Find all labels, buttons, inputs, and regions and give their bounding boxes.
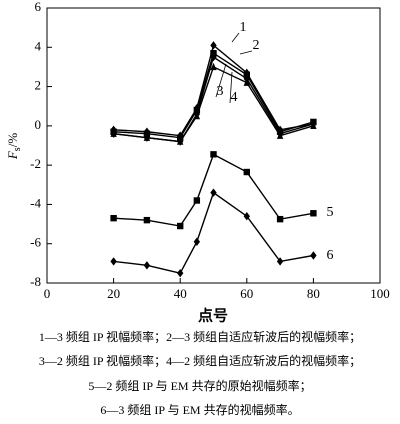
- caption-line: 3—2 频组 IP 视幅频率；4—2 频组自适应斩波后的视幅频率；: [39, 353, 361, 368]
- marker: [177, 268, 184, 278]
- marker: [110, 129, 117, 138]
- marker: [193, 197, 201, 204]
- y-label-sub: s: [12, 147, 23, 151]
- y-tick-label: 2: [35, 78, 42, 93]
- x-tick-label: 80: [307, 286, 320, 301]
- series-line: [113, 56, 314, 143]
- marker: [110, 214, 117, 222]
- marker: [193, 109, 201, 119]
- marker: [177, 222, 184, 230]
- marker: [276, 129, 284, 138]
- marker: [210, 151, 217, 158]
- marker: [276, 215, 284, 223]
- marker: [243, 212, 250, 221]
- marker: [143, 133, 151, 142]
- marker: [210, 62, 217, 71]
- y-tick-label: -6: [30, 235, 41, 250]
- series-label: 3: [217, 84, 224, 99]
- x-tick-label: 40: [174, 286, 187, 301]
- y-tick-label: 4: [35, 38, 42, 53]
- x-tick-label: 0: [44, 286, 51, 301]
- leader-line: [229, 71, 233, 104]
- y-axis-label: Fs/%: [5, 133, 23, 160]
- marker: [243, 74, 250, 83]
- x-tick-label: 100: [370, 286, 390, 301]
- series-label: 1: [240, 20, 247, 35]
- marker: [310, 119, 317, 129]
- marker: [193, 237, 201, 246]
- marker: [310, 210, 317, 217]
- plot-frame: [46, 7, 381, 284]
- marker: [210, 41, 217, 50]
- x-tick-label: 20: [107, 286, 120, 301]
- marker: [110, 257, 117, 266]
- series-line: [113, 52, 314, 139]
- series-label: 4: [231, 90, 238, 105]
- x-tick-label: 60: [240, 286, 253, 301]
- marker: [276, 257, 284, 266]
- y-tick-label: -4: [30, 195, 41, 210]
- series-label: 5: [327, 205, 334, 220]
- marker: [210, 188, 217, 197]
- y-label-main: F: [5, 150, 20, 160]
- marker: [243, 168, 250, 176]
- caption-line: 1—3 频组 IP 视幅频率；2—3 频组自适应斩波后的视幅频率；: [39, 329, 361, 344]
- series-line: [113, 153, 314, 227]
- y-tick-label: -8: [30, 274, 41, 289]
- marker: [177, 137, 184, 146]
- series-line: [113, 191, 314, 274]
- series-line: [113, 44, 314, 137]
- caption-line: 6—3 频组 IP 与 EM 共存的视幅频率。: [100, 402, 299, 417]
- leader-line: [239, 50, 253, 55]
- marker: [143, 216, 151, 224]
- series-label: 2: [253, 38, 260, 53]
- marker: [143, 261, 151, 270]
- marker: [210, 52, 217, 62]
- leader-line: [215, 63, 227, 98]
- y-label-unit: /%: [5, 133, 20, 148]
- y-tick-label: 0: [35, 117, 42, 132]
- y-tick-label: -2: [30, 156, 41, 171]
- y-tick-label: 6: [35, 0, 42, 14]
- caption-line: 5—2 频组 IP 与 EM 共存的原始视幅频率；: [88, 378, 311, 393]
- leader-line: [231, 32, 240, 43]
- series-label: 6: [327, 248, 334, 263]
- marker: [310, 251, 317, 260]
- x-axis-label: 点号: [198, 307, 228, 324]
